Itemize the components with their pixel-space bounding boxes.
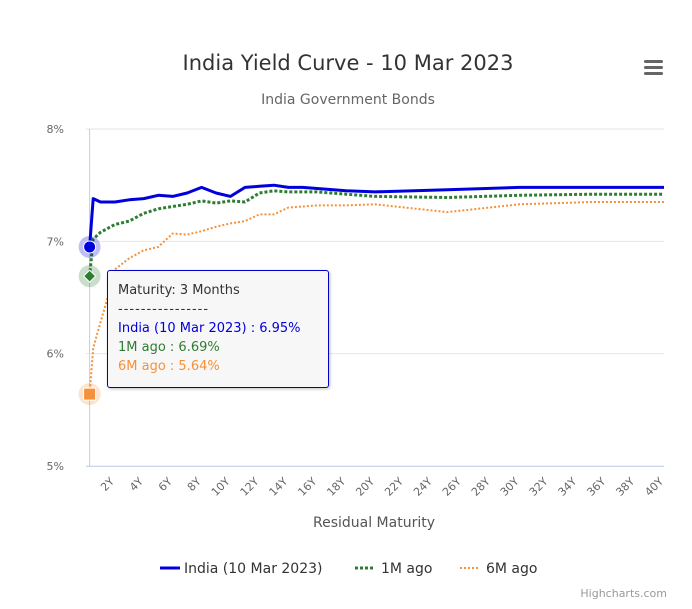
legend-label: 1M ago — [381, 561, 432, 577]
india-hover-marker — [83, 240, 97, 254]
x-tick-label: 20Y — [353, 475, 377, 499]
x-tick-label: 4Y — [127, 475, 146, 494]
hamburger-menu-icon[interactable] — [643, 58, 664, 78]
chart-title: India Yield Curve - 10 Mar 2023 — [183, 51, 514, 75]
tooltip-title: Maturity: 3 Months — [118, 283, 240, 298]
tooltip: Maturity: 3 Months ---------------- Indi… — [107, 270, 329, 388]
x-axis-labels: 2Y 4Y 6Y 8Y 10Y 12Y 14Y 16Y 18Y 20Y 22Y 24Y 26Y 28Y 30… — [98, 475, 666, 499]
series-line-1m-ago — [88, 189, 664, 277]
legend-item-1m-ago[interactable]: 1M ago — [355, 561, 432, 577]
x-tick-label: 32Y — [527, 475, 551, 499]
y-axis-labels: 5% 6% 7% 8% — [47, 123, 64, 473]
x-tick-label: 6Y — [156, 475, 175, 494]
x-tick-label: 30Y — [498, 475, 522, 499]
y-tick-label: 8% — [47, 123, 64, 136]
x-tick-label: 10Y — [209, 475, 233, 499]
x-tick-label: 22Y — [382, 475, 406, 499]
chart-subtitle: India Government Bonds — [261, 92, 435, 108]
x-tick-label: 28Y — [469, 475, 493, 499]
x-tick-label: 8Y — [185, 475, 204, 494]
x-tick-label: 14Y — [267, 475, 291, 499]
series-layer — [88, 183, 664, 395]
x-tick-label: 24Y — [411, 475, 435, 499]
x-tick-label: 26Y — [440, 475, 464, 499]
x-tick-label: 36Y — [584, 475, 608, 499]
6m-hover-marker — [83, 387, 97, 401]
x-tick-label: 12Y — [238, 475, 262, 499]
1m-hover-marker — [82, 269, 97, 283]
y-tick-label: 7% — [47, 235, 64, 248]
x-tick-label: 34Y — [556, 475, 580, 499]
tooltip-1m-value: 1M ago : 6.69% — [118, 340, 220, 355]
x-tick-label: 38Y — [613, 475, 637, 499]
x-tick-label: 16Y — [295, 475, 319, 499]
legend-label: India (10 Mar 2023) — [184, 561, 323, 577]
legend-label: 6M ago — [486, 561, 537, 577]
tooltip-6m-value: 6M ago : 5.64% — [118, 359, 220, 374]
y-tick-label: 5% — [47, 460, 64, 473]
y-tick-label: 6% — [47, 348, 64, 361]
x-tick-label: 2Y — [98, 475, 117, 494]
legend-item-india[interactable]: India (10 Mar 2023) — [160, 561, 323, 577]
credits-link[interactable]: Highcharts.com — [580, 587, 667, 600]
series-line-india — [88, 183, 664, 248]
legend: India (10 Mar 2023) 1M ago 6M ago — [160, 561, 537, 577]
tooltip-separator: ---------------- — [118, 302, 210, 317]
legend-item-6m-ago[interactable]: 6M ago — [460, 561, 537, 577]
tooltip-india-value: India (10 Mar 2023) : 6.95% — [118, 321, 301, 336]
series-line-6m-ago — [88, 201, 664, 395]
x-tick-label: 18Y — [324, 475, 348, 499]
x-tick-label: 40Y — [642, 475, 666, 499]
x-axis-title: Residual Maturity — [313, 515, 435, 531]
hover-markers — [78, 235, 101, 406]
